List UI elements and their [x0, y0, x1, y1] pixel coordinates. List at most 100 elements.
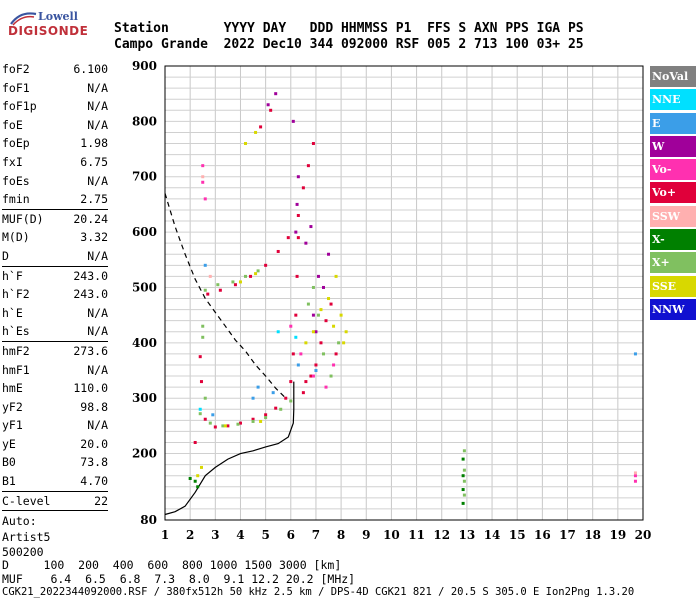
footer-muf-line: MUF 6.4 6.5 6.8 7.3 8.0 9.1 12.2 20.2 [M…: [2, 572, 356, 586]
param-value: N/A: [87, 80, 108, 95]
solid-profile-curve: [164, 381, 295, 516]
echo-point: [256, 269, 260, 273]
plot-frame: [164, 65, 644, 521]
x-tick-label: 12: [433, 528, 450, 542]
echo-point: [311, 285, 315, 289]
param-row: foE N/A: [2, 116, 108, 135]
param-name: fxI: [2, 154, 23, 169]
param-row: yF1 N/A: [2, 416, 108, 435]
echo-point: [294, 313, 298, 317]
param-value: 22: [94, 493, 108, 508]
param-row: yE 20.0: [2, 435, 108, 454]
echo-point: [461, 488, 465, 492]
param-value: 6.75: [80, 154, 108, 169]
param-name: yF2: [2, 399, 23, 414]
param-row: foF1 N/A: [2, 79, 108, 98]
echo-point: [231, 280, 235, 284]
echo-point: [291, 352, 295, 356]
echo-point: [244, 274, 248, 278]
echo-point: [193, 440, 197, 444]
legend-entry: SSW: [650, 205, 696, 227]
param-name: hmE: [2, 381, 23, 396]
echo-point: [306, 164, 310, 168]
echo-point: [274, 406, 278, 410]
echo-point: [304, 380, 308, 384]
auto-block: Auto: Artist5 500200: [2, 510, 108, 561]
echo-point: [324, 385, 328, 389]
echo-point: [462, 468, 466, 472]
echo-point: [327, 297, 331, 301]
x-tick-label: 14: [484, 528, 501, 542]
echo-point: [274, 92, 278, 96]
echo-point: [461, 474, 465, 478]
param-row: foF2 6.100: [2, 60, 108, 79]
x-tick-label: 17: [559, 528, 576, 542]
logo-swoosh-icon: [10, 12, 37, 26]
echo-point: [301, 186, 305, 190]
x-tick-label: 3: [211, 528, 219, 542]
echo-point: [264, 263, 268, 267]
echo-point: [249, 274, 253, 278]
legend-entry: NNE: [650, 89, 696, 111]
echo-point: [254, 130, 258, 134]
footer-file-line: CGK21_2022344092000.RSF / 380fx512h 50 k…: [2, 586, 635, 598]
echo-point: [221, 424, 225, 428]
echo-point: [226, 424, 230, 428]
x-tick-label: 13: [459, 528, 476, 542]
echo-point: [206, 292, 210, 296]
echo-point: [311, 374, 315, 378]
echo-point: [314, 330, 318, 334]
param-value: 20.24: [73, 211, 108, 226]
param-row: fxI 6.75: [2, 153, 108, 172]
echo-point: [276, 249, 280, 253]
legend-entry: NoVal: [650, 66, 696, 87]
echo-point: [296, 236, 300, 240]
echo-point: [332, 324, 336, 328]
echo-point: [334, 352, 338, 356]
echo-point: [254, 272, 258, 276]
y-tick-label: 200: [132, 447, 157, 461]
x-tick-label: 20: [635, 528, 652, 542]
echo-point: [462, 493, 466, 497]
x-tick-label: 8: [337, 528, 345, 542]
digisonde-logo: Lowell DIGISONDE: [8, 8, 108, 46]
echo-point: [233, 283, 237, 287]
param-value: N/A: [87, 324, 108, 339]
echo-point: [198, 412, 202, 416]
x-tick-label: 2: [186, 528, 194, 542]
logo-brand-text: Lowell: [38, 10, 78, 23]
echo-point: [213, 425, 217, 429]
echo-point: [238, 421, 242, 425]
param-row: fmin 2.75: [2, 190, 108, 209]
y-tick-label: 400: [132, 336, 157, 350]
legend-entry: X-: [650, 229, 696, 251]
echo-point: [199, 380, 203, 384]
echo-point: [311, 330, 315, 334]
echo-point: [216, 283, 220, 287]
echo-point: [461, 457, 465, 461]
y-tick-label: 80: [140, 513, 157, 527]
echo-point: [238, 280, 242, 284]
param-name: fmin: [2, 192, 30, 207]
echo-point: [633, 471, 637, 475]
echo-point: [201, 324, 205, 328]
echo-point: [201, 335, 205, 339]
echo-point: [203, 263, 207, 267]
x-tick-label: 1: [161, 528, 169, 542]
legend-entry: E: [650, 112, 696, 134]
echo-point: [329, 374, 333, 378]
echo-point: [462, 479, 466, 483]
echo-point: [198, 407, 202, 411]
echo-point: [198, 355, 202, 359]
y-tick-label: 300: [132, 391, 157, 405]
param-name: hmF1: [2, 362, 30, 377]
param-name: B1: [2, 474, 16, 489]
echo-point: [344, 330, 348, 334]
echo-point: [311, 313, 315, 317]
param-name: h`E: [2, 305, 23, 320]
param-value: 243.0: [73, 287, 108, 302]
echo-point: [339, 313, 343, 317]
echo-point: [201, 164, 205, 168]
echo-point: [295, 202, 299, 206]
param-name: foEp: [2, 136, 30, 151]
